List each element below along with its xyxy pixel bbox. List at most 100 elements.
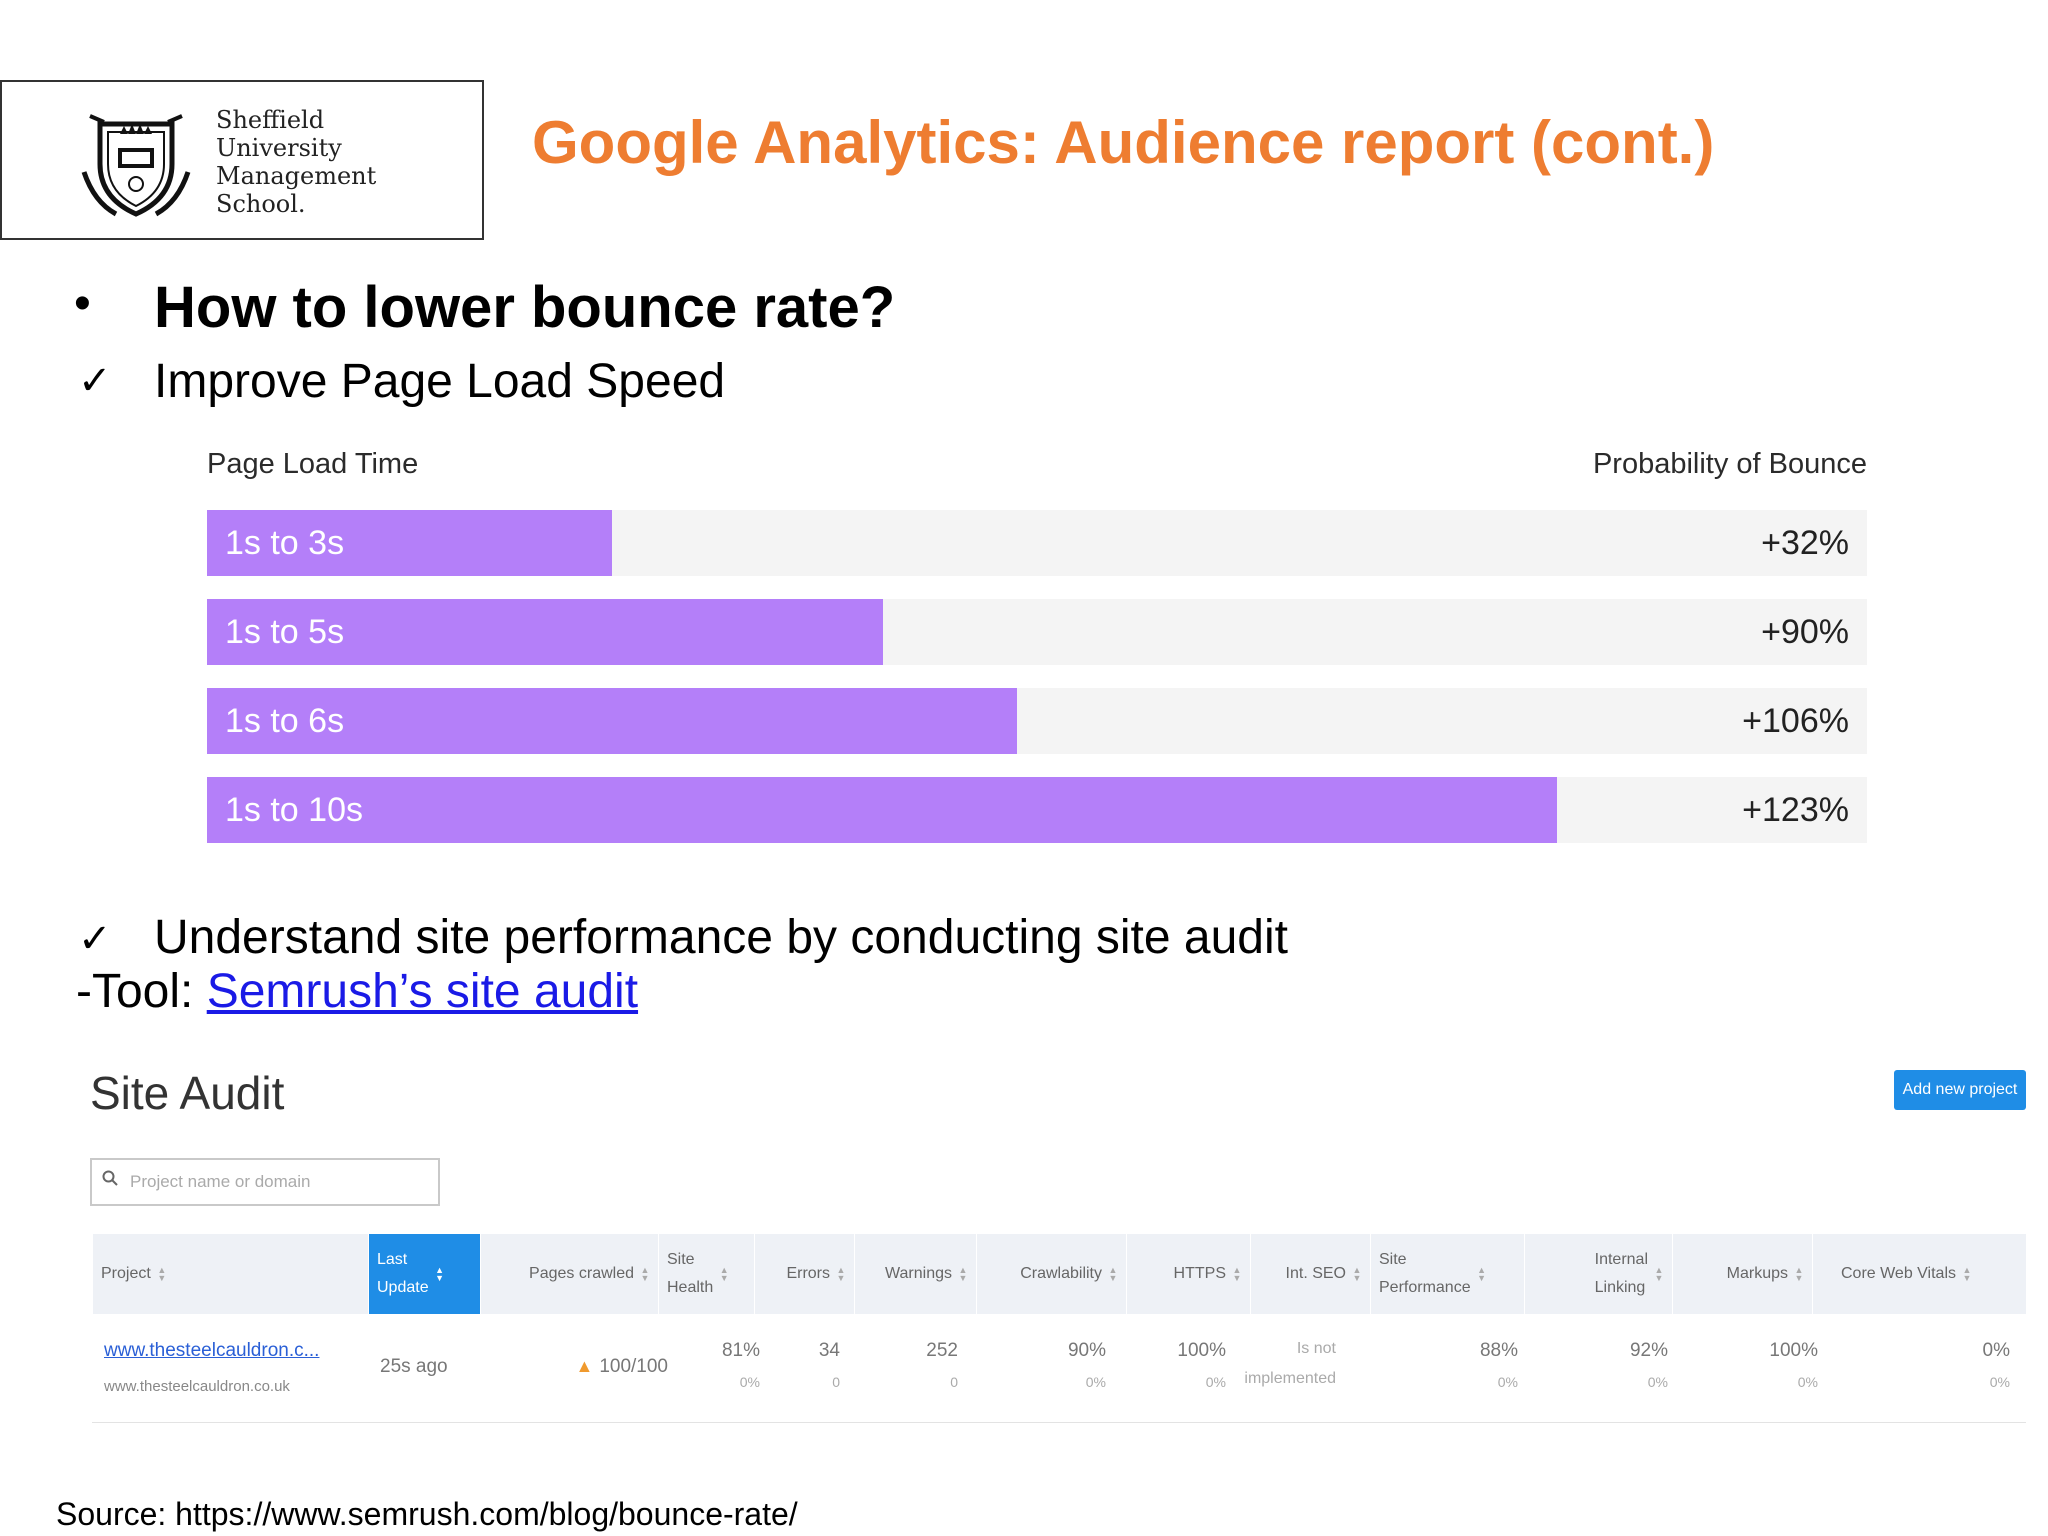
column-markups[interactable]: Markups ▲ ▼ <box>1672 1234 1812 1314</box>
column-errors[interactable]: Errors ▲ ▼ <box>754 1234 854 1314</box>
sort-icon: ▲ ▼ <box>1108 1265 1118 1283</box>
warnings-cell: 252 0 <box>926 1340 958 1390</box>
column-project[interactable]: Project ▲ ▼ <box>92 1234 368 1314</box>
sort-icon: ▲ ▼ <box>1794 1265 1804 1283</box>
audit-table-header: Project ▲ ▼ Last Update ▲ ▼ Pages crawled ▲… <box>92 1234 2026 1314</box>
column-label: Errors <box>786 1265 830 1282</box>
markups-value: 100% <box>1769 1340 1818 1361</box>
int-seo-status: implemented <box>1244 1370 1336 1387</box>
column-label: Warnings <box>885 1265 952 1282</box>
source-citation: Source: https://www.semrush.com/blog/bou… <box>56 1496 798 1532</box>
project-link[interactable]: www.thesteelcauldron.c... <box>104 1340 320 1361</box>
bar-track: 1s to 3s +32% <box>207 510 1867 576</box>
sort-icon: ▲ ▼ <box>836 1265 846 1283</box>
chart-x-header: Page Load Time <box>207 448 419 480</box>
markups-change: 0% <box>1797 1374 1818 1390</box>
site-health-value: 81% <box>721 1340 760 1361</box>
crawlability-change: 0% <box>1085 1374 1106 1390</box>
bar-category-label: 1s to 3s <box>225 524 345 562</box>
sort-icon: ▲ ▼ <box>719 1265 729 1283</box>
logo-line-3: Management <box>216 162 377 190</box>
internal-linking-cell: 92% 0% <box>1630 1340 1668 1390</box>
column-pages-crawled[interactable]: Pages crawled ▲ ▼ <box>480 1234 658 1314</box>
search-input[interactable] <box>130 1168 430 1196</box>
sort-icon: ▲ ▼ <box>1352 1265 1362 1283</box>
search-icon <box>102 1170 118 1186</box>
logo-line-2: University <box>216 134 342 162</box>
warnings-change: 0 <box>950 1374 958 1390</box>
site-audit-title: Site Audit <box>90 1067 285 1119</box>
column-int-seo[interactable]: Int. SEO ▲ ▼ <box>1250 1234 1370 1314</box>
bar-1s-to-10s <box>207 777 1557 843</box>
warnings-value: 252 <box>926 1340 958 1361</box>
add-new-project-button[interactable]: Add new project <box>1894 1070 2026 1110</box>
internal-linking-value: 92% <box>1629 1340 1668 1361</box>
column-label-line: Site <box>667 1251 695 1268</box>
errors-value: 34 <box>818 1340 840 1361</box>
https-cell: 100% 0% <box>1177 1340 1226 1390</box>
column-https[interactable]: HTTPS ▲ ▼ <box>1126 1234 1250 1314</box>
warning-icon: ▲ <box>575 1356 594 1376</box>
column-label: Crawlability <box>1020 1265 1102 1282</box>
column-label: Int. SEO <box>1285 1265 1346 1282</box>
column-internal-linking[interactable]: Internal Linking ▲ ▼ <box>1524 1234 1672 1314</box>
column-label: Project <box>101 1265 151 1282</box>
site-performance-cell: 88% 0% <box>1480 1340 1518 1390</box>
bar-value-label: +123% <box>1742 791 1849 829</box>
university-crest-icon <box>81 114 191 217</box>
errors-cell: 34 0 <box>819 1340 840 1390</box>
sort-icon: ▲ ▼ <box>1232 1265 1242 1283</box>
bullet-icon: • <box>74 277 91 330</box>
column-site-performance[interactable]: Site Performance ▲ ▼ <box>1370 1234 1524 1314</box>
sort-icon: ▲ ▼ <box>157 1265 167 1283</box>
site-health-cell: 81% 0% <box>722 1340 760 1390</box>
column-label-line: Last <box>377 1251 408 1268</box>
https-change: 0% <box>1205 1374 1226 1390</box>
question-heading: How to lower bounce rate? <box>154 275 896 340</box>
site-health-change: 0% <box>739 1374 760 1390</box>
semrush-site-audit-link[interactable]: Semrush’s site audit <box>206 965 639 1018</box>
sort-icon: ▲ ▼ <box>958 1265 968 1283</box>
site-performance-value: 88% <box>1479 1340 1518 1361</box>
sort-icon: ▲ ▼ <box>435 1265 445 1283</box>
point-site-audit: Understand site performance by conductin… <box>154 911 1288 964</box>
column-site-health[interactable]: Site Health ▲ ▼ <box>658 1234 754 1314</box>
project-domain: www.thesteelcauldron.co.uk <box>104 1378 290 1395</box>
column-crawlability[interactable]: Crawlability ▲ ▼ <box>976 1234 1126 1314</box>
column-core-web-vitals[interactable]: Core Web Vitals ▲ ▼ <box>1812 1234 1980 1314</box>
sort-icon: ▲ ▼ <box>1962 1265 1972 1283</box>
int-seo-value: Is not <box>1296 1340 1336 1357</box>
column-label-line: Health <box>667 1279 714 1296</box>
column-label-line: Internal <box>1594 1251 1648 1268</box>
column-label: HTTPS <box>1173 1265 1226 1282</box>
bar-category-label: 1s to 6s <box>225 702 345 740</box>
bar-category-label: 1s to 10s <box>225 791 363 829</box>
bar-track: 1s to 10s +123% <box>207 777 1867 843</box>
column-warnings[interactable]: Warnings ▲ ▼ <box>854 1234 976 1314</box>
site-performance-change: 0% <box>1497 1374 1518 1390</box>
last-update-value: 25s ago <box>380 1356 448 1377</box>
column-label: Last Update <box>377 1246 429 1302</box>
crawlability-cell: 90% 0% <box>1068 1340 1106 1390</box>
core-web-vitals-value: 0% <box>1982 1340 2010 1361</box>
bar-value-label: +32% <box>1761 524 1849 562</box>
university-logo: Sheffield University Management School. <box>0 80 484 240</box>
column-label: Site Health <box>667 1246 713 1302</box>
https-value: 100% <box>1177 1340 1226 1361</box>
int-seo-cell: Is not implemented <box>1244 1340 1336 1388</box>
column-last-update[interactable]: Last Update ▲ ▼ <box>368 1234 480 1314</box>
bar-1s-to-5s <box>207 599 883 665</box>
column-label-line: Update <box>377 1279 429 1296</box>
bar-category-label: 1s to 5s <box>225 613 345 651</box>
column-label: Internal Linking <box>1595 1246 1648 1302</box>
sort-icon: ▲ ▼ <box>1654 1265 1664 1283</box>
project-search[interactable] <box>90 1158 440 1206</box>
bar-1s-to-3s <box>207 510 613 576</box>
sort-icon: ▲ ▼ <box>1477 1265 1487 1283</box>
pages-crawled-cell: ▲ 100/100 <box>575 1356 668 1378</box>
bar-value-label: +90% <box>1761 613 1849 651</box>
chart-y-header: Probability of Bounce <box>1592 448 1867 480</box>
markups-cell: 100% 0% <box>1769 1340 1818 1390</box>
core-web-vitals-change: 0% <box>1989 1374 2010 1390</box>
column-label-line: Performance <box>1379 1279 1471 1296</box>
